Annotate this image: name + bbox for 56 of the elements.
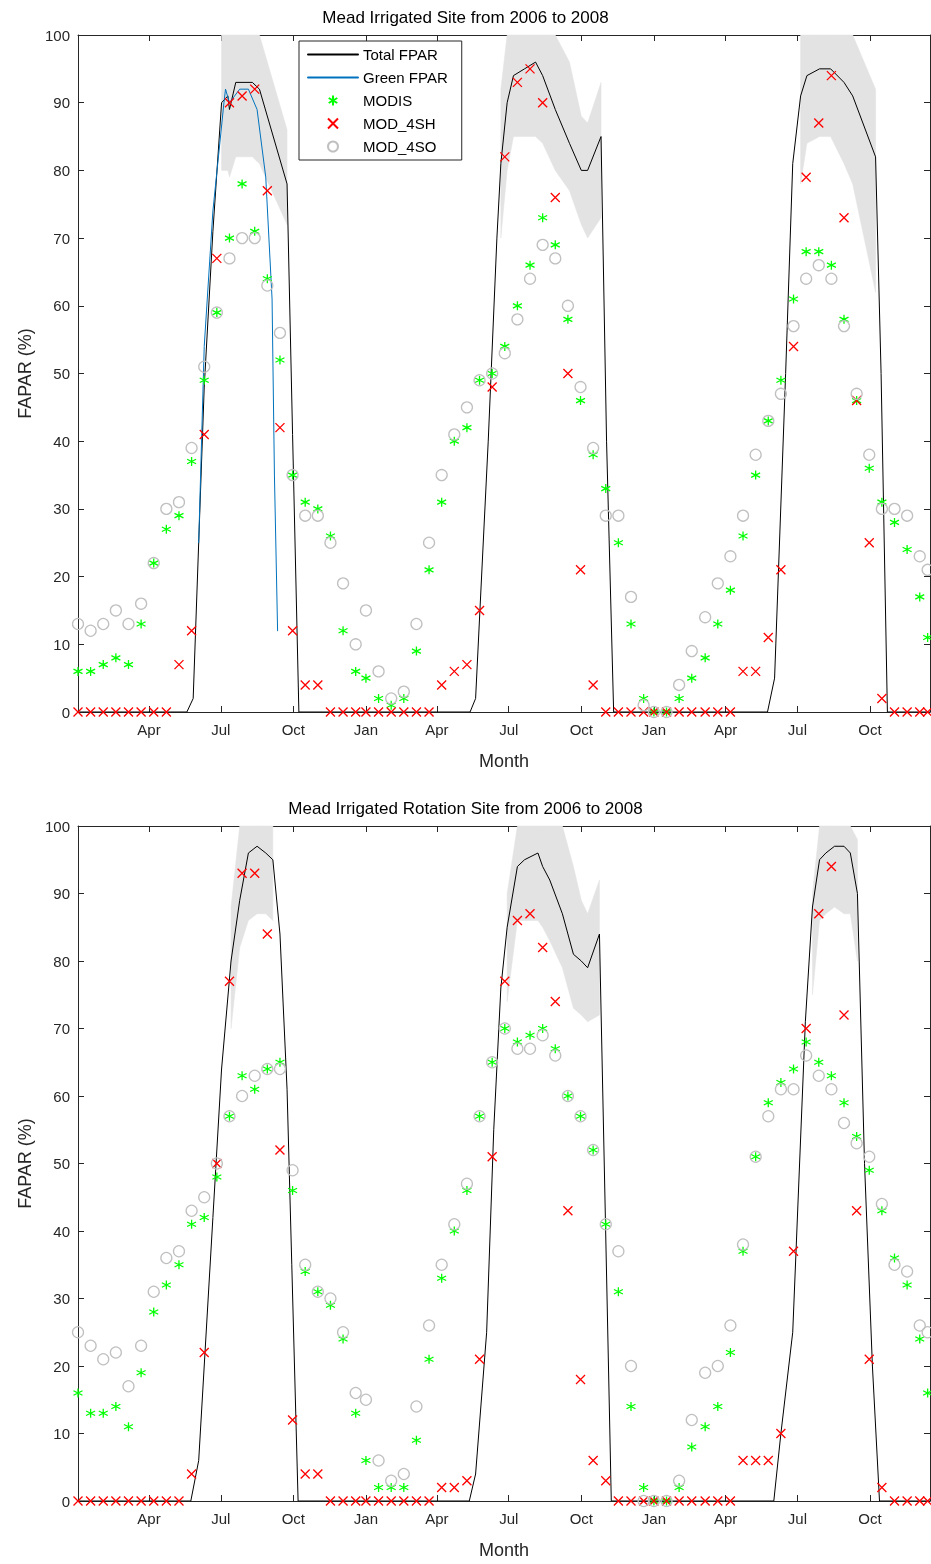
y-tick-label: 10 [53, 1425, 70, 1442]
legend-label: MOD_4SO [363, 138, 437, 155]
x-tick-label: Jul [787, 721, 808, 738]
x-tick-label: Jul [211, 721, 231, 738]
x-tick-label: Jul [499, 721, 519, 738]
x-tick-label: Jan [641, 1510, 666, 1527]
x-axis-title: Month [478, 1540, 530, 1560]
y-tick-label: 20 [53, 1357, 70, 1375]
x-tick-label: Apr [137, 1510, 161, 1527]
x-tick-label: Oct [569, 721, 594, 738]
y-tick-label: 60 [53, 1087, 70, 1105]
y-tick-label: 100 [44, 817, 70, 835]
y-tick-label: 100 [44, 26, 70, 44]
x-tick-label: Jan [353, 1510, 379, 1527]
x-tick-label: Apr [714, 1510, 738, 1527]
x-tick-label: Apr [714, 721, 738, 738]
legend-label: Green FPAR [363, 69, 448, 86]
x-tick-label: Oct [281, 1510, 306, 1527]
x-tick-label: Jan [353, 721, 379, 738]
y-tick-label: 90 [53, 94, 70, 112]
legend-label: MODIS [363, 92, 413, 109]
y-tick-label: 80 [53, 161, 70, 179]
x-tick-label: Oct [569, 1510, 594, 1527]
y-tick-label: 10 [53, 635, 70, 653]
x-tick-label: Apr [137, 721, 161, 738]
chart-title: Mead Irrigated Rotation Site from 2006 to 2008 [288, 799, 643, 818]
y-tick-label: 0 [61, 703, 70, 721]
y-tick-label: 90 [53, 885, 70, 902]
x-tick-label: Oct [281, 721, 306, 738]
y-tick-label: 40 [53, 432, 70, 450]
x-tick-label: Jul [787, 1510, 808, 1527]
legend-label: MOD_4SH [363, 115, 436, 132]
legend-label: Total FPAR [363, 46, 438, 63]
x-tick-label: Oct [858, 1510, 883, 1527]
chart-title: Mead Irrigated Site from 2006 to 2008 [322, 8, 609, 27]
y-tick-label: 50 [53, 365, 70, 382]
y-axis-title: FAPAR (%) [15, 328, 36, 419]
y-tick-label: 30 [53, 1290, 70, 1307]
line-series [198, 88, 279, 632]
y-tick-label: 0 [61, 1492, 70, 1510]
x-tick-label: Oct [858, 721, 883, 738]
x-tick-label: Jul [499, 1510, 519, 1527]
y-tick-label: 20 [53, 568, 70, 586]
y-tick-label: 70 [53, 229, 70, 247]
x-tick-label: Jul [211, 1510, 231, 1527]
x-tick-label: Apr [425, 721, 449, 738]
x-axis-title: Month [478, 751, 530, 771]
y-tick-label: 80 [53, 952, 70, 970]
x-tick-label: Apr [425, 1510, 449, 1527]
y-tick-label: 60 [53, 297, 70, 315]
y-tick-label: 40 [53, 1222, 70, 1240]
y-tick-label: 30 [53, 500, 70, 518]
x-tick-label: Jan [641, 721, 666, 738]
y-tick-label: 50 [53, 1155, 70, 1172]
y-tick-label: 70 [53, 1020, 70, 1037]
y-axis-title: FAPAR (%) [15, 1118, 36, 1209]
